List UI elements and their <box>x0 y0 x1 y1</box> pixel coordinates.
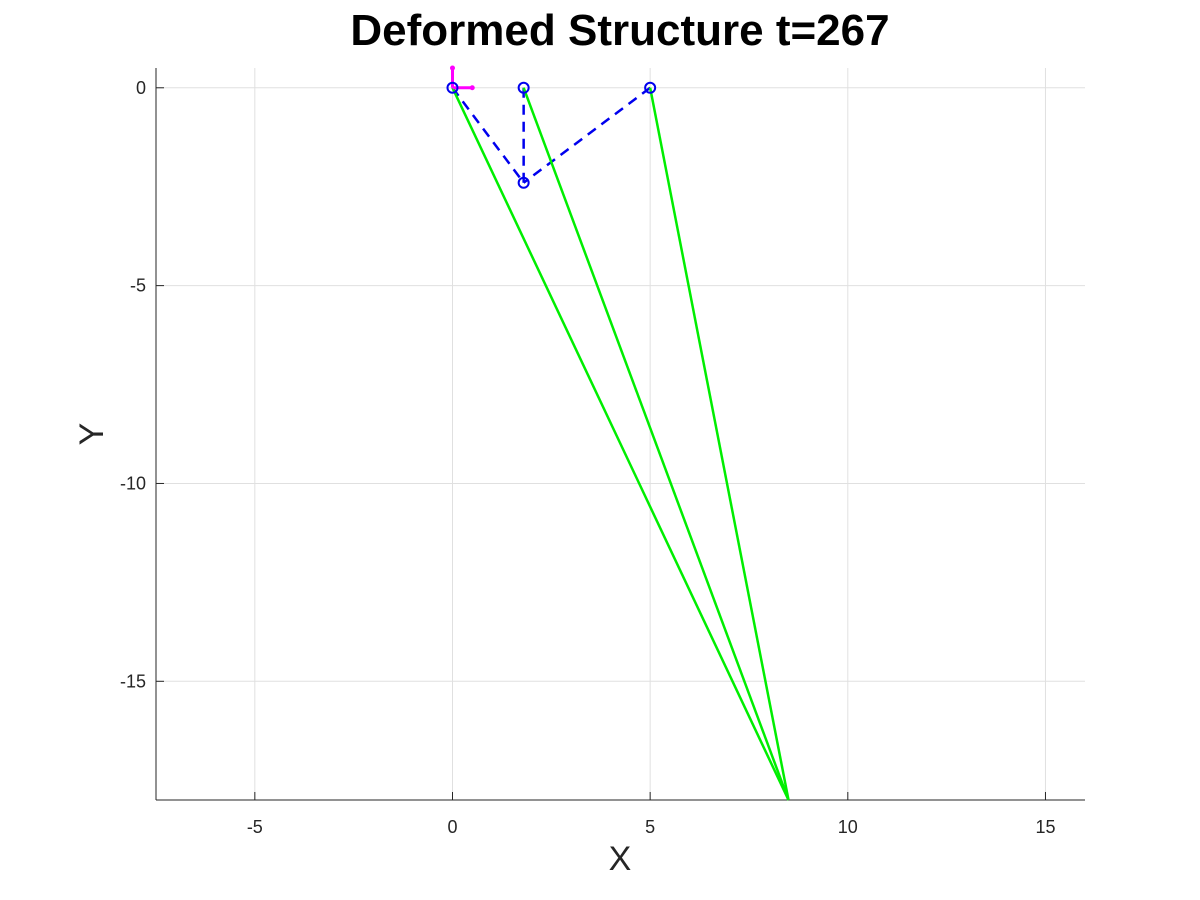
x-tick-label: 5 <box>645 817 655 837</box>
chart-title: Deformed Structure t=267 <box>350 6 889 55</box>
x-tick-label: 10 <box>838 817 858 837</box>
support-arrow-tip <box>449 65 455 71</box>
node-marker <box>517 176 530 189</box>
node-marker <box>446 81 459 94</box>
node-marker <box>644 81 657 94</box>
marker-layer <box>446 65 657 189</box>
axes <box>155 68 1085 801</box>
node-marker <box>517 81 530 94</box>
y-tick-label: -5 <box>130 276 146 296</box>
dashed-member <box>522 86 651 184</box>
solid-member <box>522 87 790 801</box>
support-arrow-tip <box>469 85 475 91</box>
series-layer <box>451 86 790 801</box>
x-axis-label: X <box>609 840 632 878</box>
y-tick-label: -10 <box>120 473 146 493</box>
solid-member <box>648 87 790 801</box>
solid-member <box>451 87 790 801</box>
tick-labels: -5 0 5 10 15 0 -5 -10 -15 <box>120 78 1055 837</box>
y-tick-label: -15 <box>120 671 146 691</box>
y-tick-label: 0 <box>136 78 146 98</box>
x-tick-label: 15 <box>1035 817 1055 837</box>
x-tick-label: 0 <box>447 817 457 837</box>
x-tick-label: -5 <box>247 817 263 837</box>
dashed-member <box>451 87 525 184</box>
grid-lines <box>156 68 1085 800</box>
y-axis-label: Y <box>73 423 111 446</box>
